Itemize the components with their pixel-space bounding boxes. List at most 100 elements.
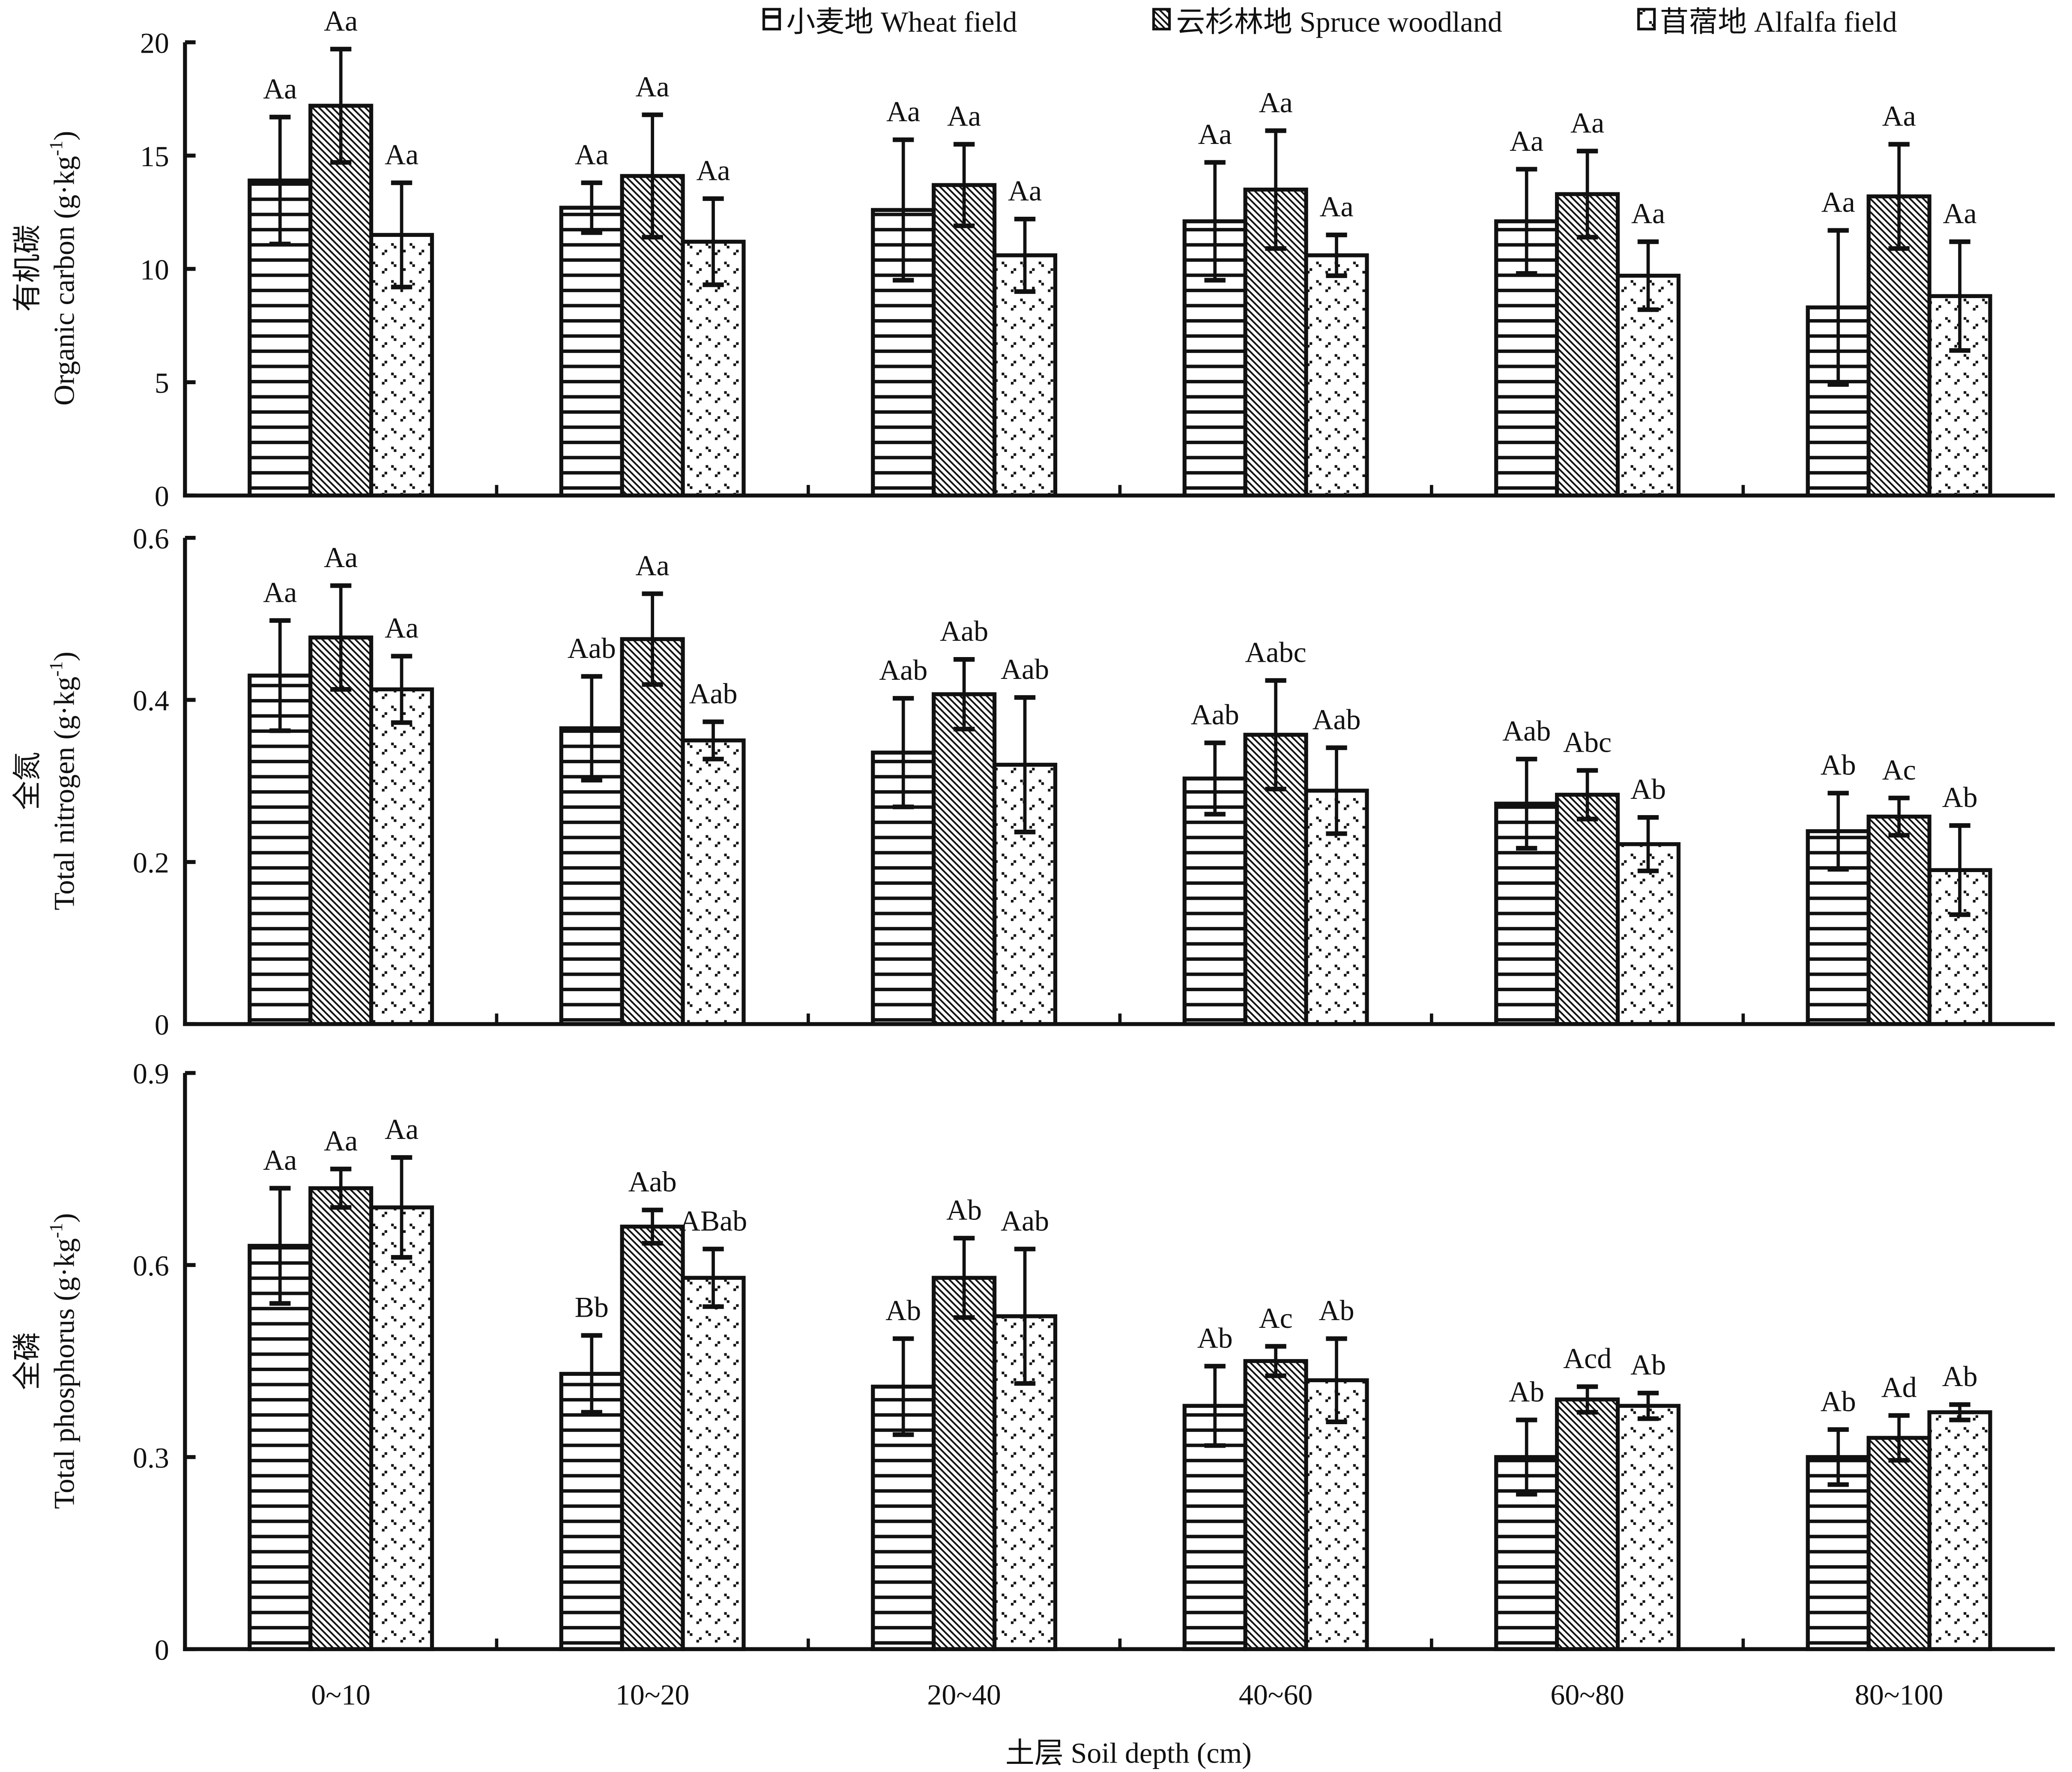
y-title-en-organic-carbon: Organic carbon (g·kg-1): [46, 131, 81, 406]
significance-label-spruce-60~80: Acd: [1563, 1342, 1612, 1375]
legend-swatch-spruce: [1152, 8, 1171, 30]
error-bar-alfalfa-40~60: [1326, 1336, 1347, 1424]
error-bar-wheat-10~20: [581, 674, 602, 783]
error-bar-spruce-0~10: [330, 1166, 352, 1210]
significance-label-spruce-20~40: Aa: [947, 100, 981, 132]
error-bar-wheat-80~100: [1827, 1427, 1849, 1487]
significance-label-wheat-60~80: Aa: [1510, 125, 1543, 157]
significance-label-wheat-40~60: Ab: [1197, 1322, 1233, 1354]
y-tick-label: 0: [155, 1634, 169, 1666]
error-bar-wheat-40~60: [1204, 740, 1226, 817]
y-title-total-phosphorus: 全磷 Total phosphorus (g·kg-1): [11, 1213, 80, 1509]
y-tick-label: 0.4: [133, 685, 169, 717]
significance-label-alfalfa-60~80: Ab: [1630, 1349, 1666, 1381]
significance-label-alfalfa-20~40: Aab: [1001, 653, 1049, 685]
y-tick-label: 0: [155, 1009, 169, 1041]
y-tick-label: 15: [140, 140, 169, 173]
significance-label-alfalfa-80~100: Ab: [1942, 1360, 1978, 1392]
error-bar-wheat-20~40: [893, 137, 914, 283]
error-bar-spruce-80~100: [1888, 142, 1910, 251]
error-bar-wheat-0~10: [269, 1186, 291, 1306]
significance-label-spruce-40~60: Ac: [1259, 1302, 1293, 1334]
x-tick-label: 20~40: [927, 1679, 1001, 1711]
error-bar-alfalfa-40~60: [1326, 745, 1347, 836]
error-bar-alfalfa-0~10: [391, 180, 413, 290]
error-bar-wheat-0~10: [269, 618, 291, 733]
significance-label-spruce-40~60: Aabc: [1245, 636, 1307, 668]
significance-label-alfalfa-0~10: Aa: [385, 612, 419, 644]
y-tick-label: 0.6: [133, 1250, 169, 1282]
error-bar-alfalfa-40~60: [1326, 233, 1347, 278]
significance-label-wheat-0~10: Aa: [263, 576, 297, 608]
significance-label-alfalfa-60~80: Ab: [1630, 773, 1666, 805]
error-bar-alfalfa-10~20: [703, 1246, 724, 1309]
significance-label-alfalfa-40~60: Aab: [1313, 703, 1361, 735]
y-title-en-total-phosphorus: Total phosphorus (g·kg-1): [46, 1213, 81, 1509]
significance-label-wheat-0~10: Aa: [263, 73, 297, 105]
error-bar-spruce-20~40: [953, 1236, 975, 1320]
significance-label-alfalfa-10~20: Aa: [696, 155, 730, 187]
bar-spruce-0~10: [308, 104, 374, 498]
bar-spruce-60~80: [1555, 792, 1620, 1026]
significance-label-wheat-60~80: Ab: [1509, 1376, 1544, 1408]
legend-label-alfalfa: 苜蓿地 Alfalfa field: [1660, 6, 1897, 38]
significance-label-alfalfa-0~10: Aa: [385, 1113, 419, 1145]
error-bar-alfalfa-60~80: [1637, 239, 1659, 312]
significance-label-wheat-80~100: Ab: [1821, 749, 1856, 781]
bar-alfalfa-0~10: [369, 1205, 434, 1651]
error-bar-spruce-40~60: [1265, 1344, 1286, 1378]
significance-label-spruce-0~10: Aa: [324, 5, 358, 37]
error-bar-alfalfa-80~100: [1949, 823, 1970, 917]
y-title-total-nitrogen: 全氮 Total nitrogen (g·kg-1): [11, 651, 80, 910]
significance-label-spruce-10~20: Aa: [636, 71, 670, 103]
legend-item-spruce: 云杉林地 Spruce woodland: [1152, 6, 1502, 38]
bar-alfalfa-10~20: [681, 1276, 746, 1651]
error-bar-alfalfa-0~10: [391, 1155, 413, 1260]
significance-label-alfalfa-60~80: Aa: [1631, 197, 1665, 230]
bar-alfalfa-40~60: [1304, 1378, 1369, 1651]
significance-label-wheat-80~100: Aa: [1821, 186, 1855, 218]
x-tick-label: 80~100: [1855, 1679, 1943, 1711]
error-bar-wheat-60~80: [1516, 1417, 1537, 1497]
bar-spruce-80~100: [1866, 814, 1931, 1026]
y-tick-label: 20: [140, 27, 169, 59]
x-axis-category-labels: 0~10 10~20 20~40 40~60 60~80 80~100: [311, 1679, 1943, 1711]
error-bar-wheat-60~80: [1516, 167, 1537, 276]
x-tick-label: 0~10: [311, 1679, 371, 1711]
y-tick-label: 5: [155, 367, 169, 399]
error-bar-spruce-60~80: [1576, 768, 1598, 822]
significance-label-alfalfa-80~100: Aa: [1943, 197, 1976, 230]
significance-label-alfalfa-10~20: ABab: [679, 1205, 747, 1237]
legend-item-alfalfa: 苜蓿地 Alfalfa field: [1637, 6, 1897, 38]
bar-alfalfa-0~10: [369, 687, 434, 1026]
error-bar-alfalfa-10~20: [703, 196, 724, 287]
y-title-cn-organic-carbon: 有机碳: [11, 224, 43, 312]
significance-label-spruce-40~60: Aa: [1259, 87, 1293, 119]
error-bar-wheat-80~100: [1827, 228, 1849, 387]
bar-spruce-60~80: [1555, 1397, 1620, 1651]
bar-spruce-40~60: [1243, 1359, 1308, 1651]
error-bar-alfalfa-20~40: [1014, 217, 1036, 294]
error-bar-spruce-20~40: [953, 142, 975, 228]
error-bar-alfalfa-60~80: [1637, 1390, 1659, 1421]
organic-carbon-panel: Aa Aa Aa Aa Aa Aa Aa Aa Aa Aa Aa Aa Aa Aa Aa Aa Aa Aa 0 5 10…: [140, 5, 2055, 513]
significance-label-alfalfa-80~100: Ab: [1942, 781, 1978, 813]
y-tick-label: 10: [140, 254, 169, 286]
x-tick-label: 10~20: [616, 1679, 689, 1711]
significance-label-spruce-0~10: Aa: [324, 1125, 358, 1157]
error-bar-spruce-40~60: [1265, 678, 1286, 792]
legend: 小麦地 Wheat field 云杉林地 Spruce woodland 苜蓿地…: [762, 6, 1897, 38]
legend-swatch-wheat: [762, 8, 781, 30]
legend-label-spruce: 云杉林地 Spruce woodland: [1176, 6, 1502, 38]
legend-item-wheat: 小麦地 Wheat field: [762, 6, 1017, 38]
error-bar-alfalfa-20~40: [1014, 1246, 1036, 1386]
significance-label-alfalfa-40~60: Ab: [1319, 1294, 1354, 1327]
error-bar-alfalfa-60~80: [1637, 815, 1659, 873]
y-title-organic-carbon: 有机碳 Organic carbon (g·kg-1): [11, 131, 80, 406]
error-bar-wheat-0~10: [269, 114, 291, 246]
error-bar-alfalfa-0~10: [391, 654, 413, 725]
significance-label-wheat-20~40: Aab: [879, 654, 927, 686]
bar-wheat-80~100: [1806, 1455, 1871, 1651]
significance-label-wheat-60~80: Aab: [1502, 715, 1551, 747]
